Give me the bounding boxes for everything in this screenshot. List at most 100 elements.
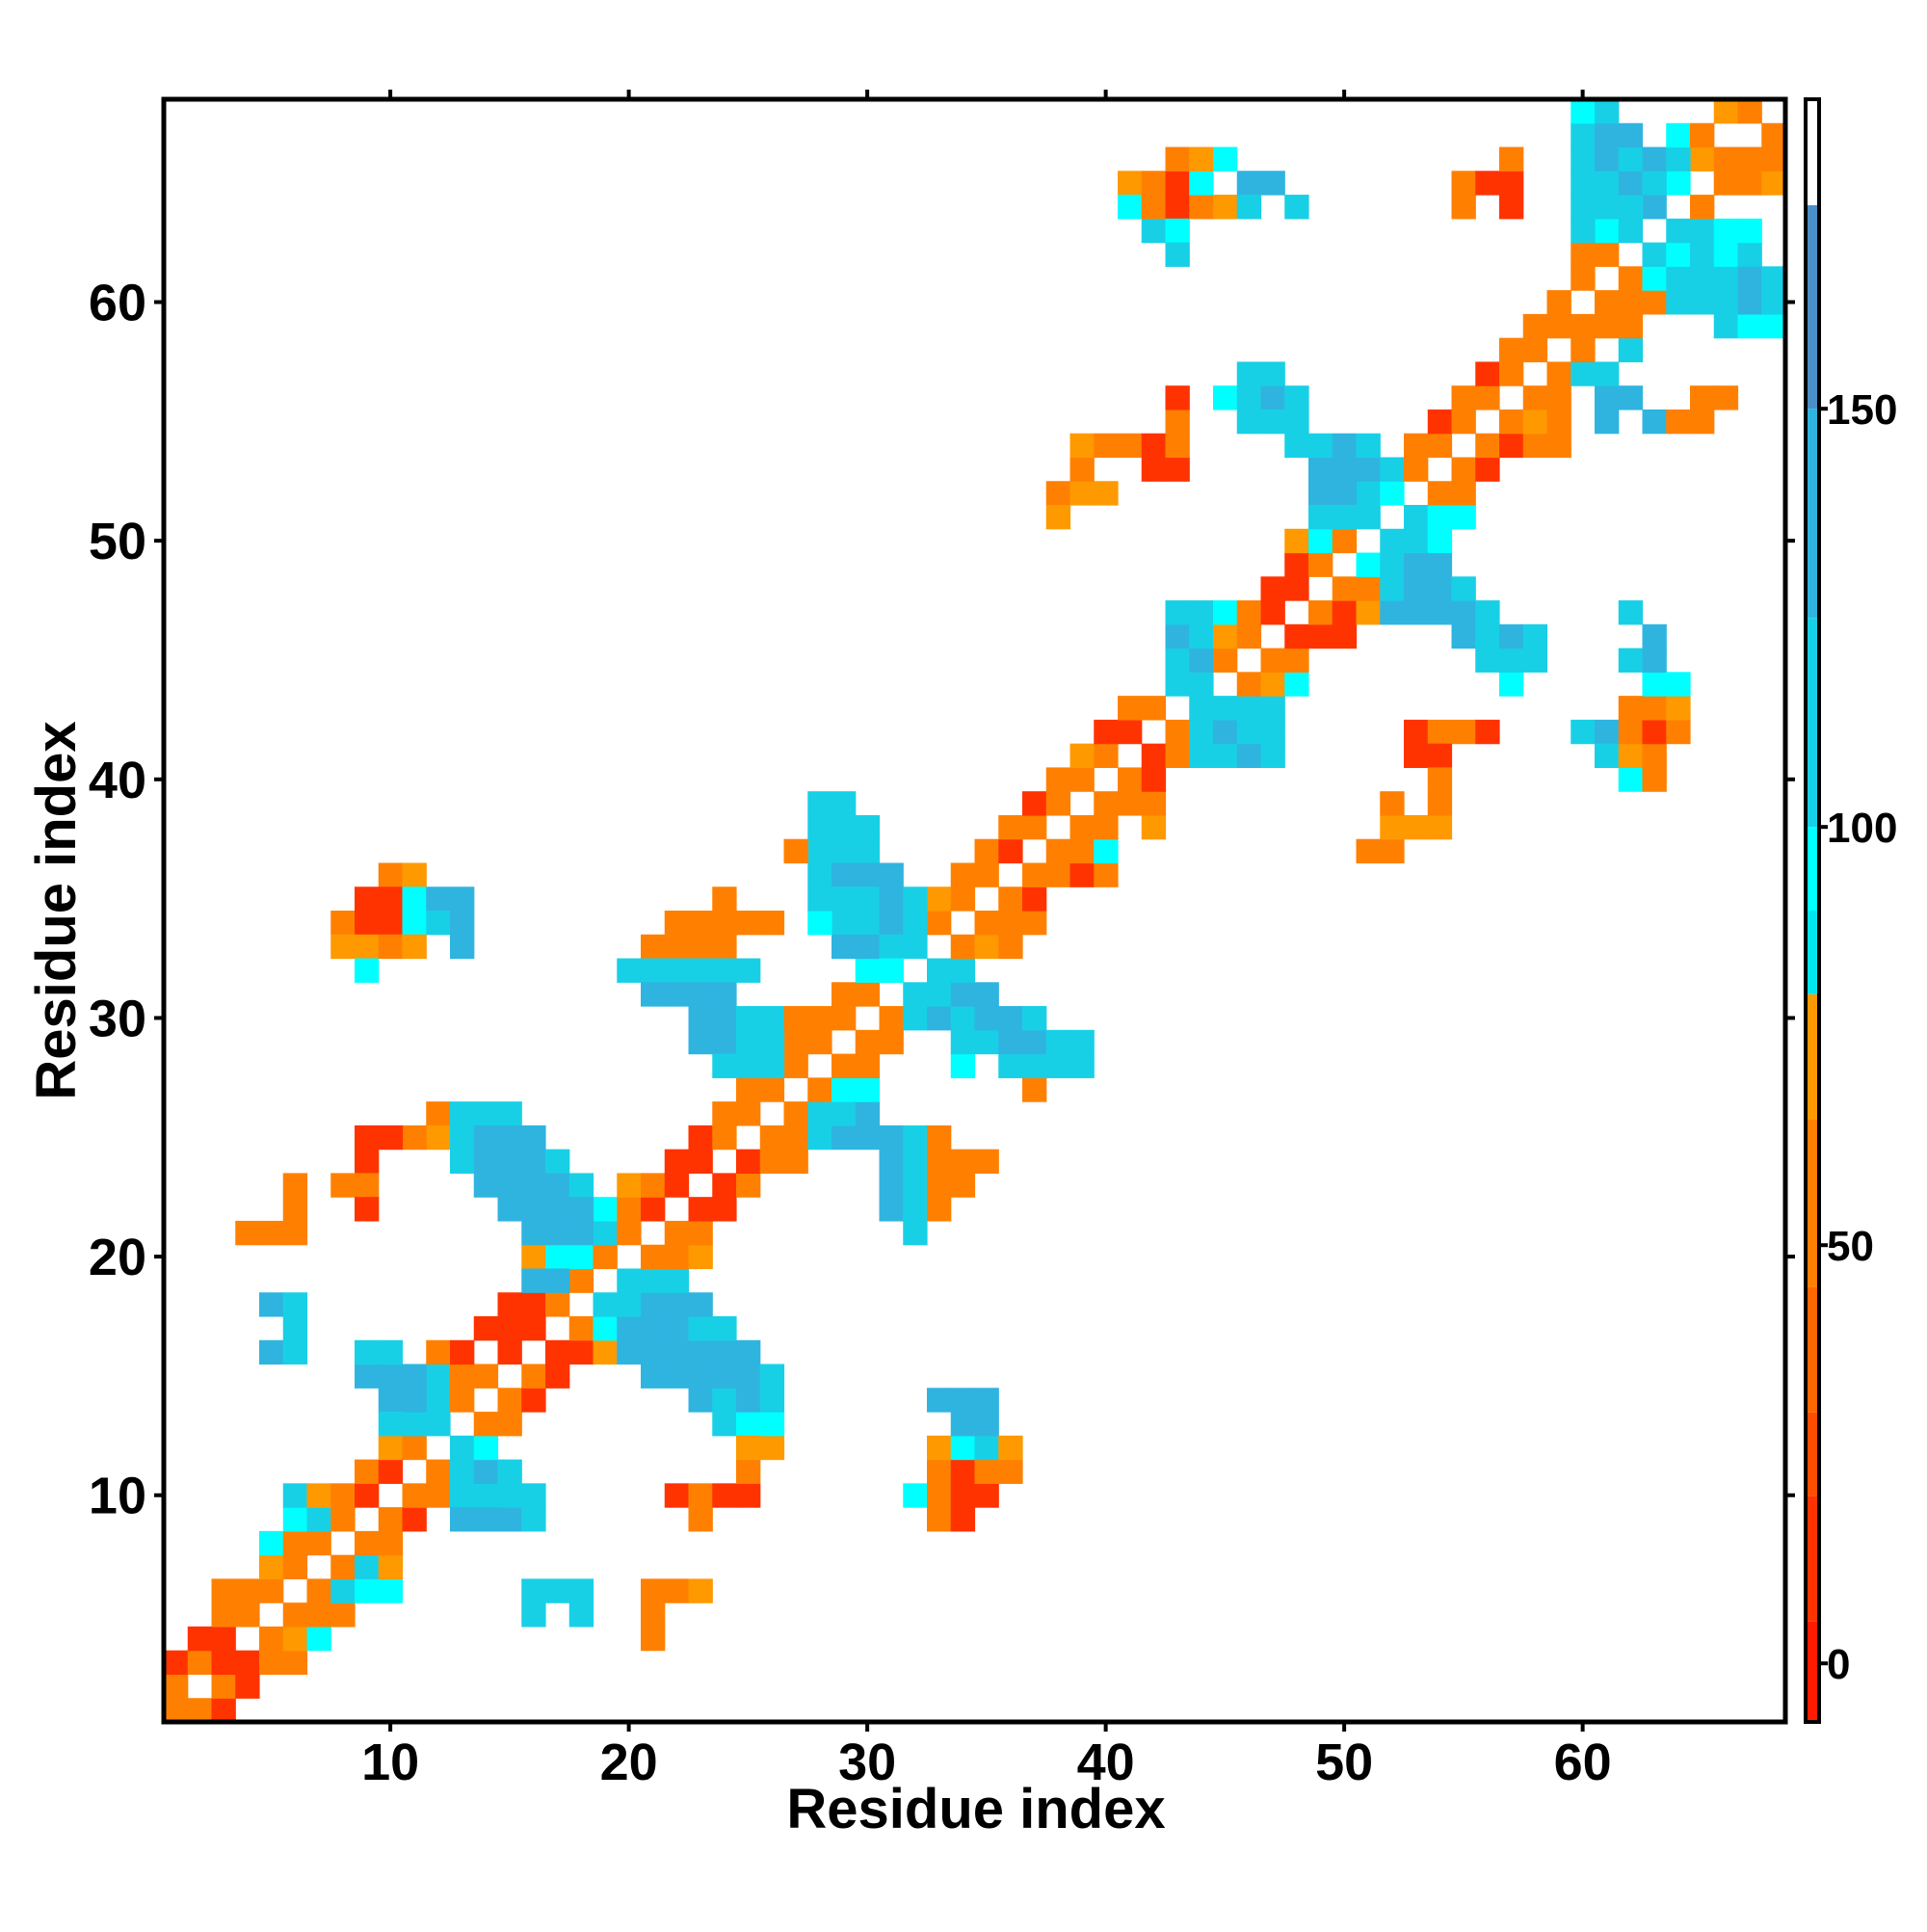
- heatmap-cell: [1069, 862, 1095, 887]
- heatmap-cell: [1380, 552, 1405, 577]
- heatmap-cell: [1618, 337, 1644, 363]
- heatmap-cell: [355, 1483, 380, 1508]
- heatmap-cell: [1571, 337, 1596, 363]
- y-tick-label: 50: [89, 513, 146, 570]
- heatmap-cell: [402, 862, 427, 887]
- heatmap-cell: [1595, 146, 1620, 172]
- heatmap-cell: [1022, 791, 1047, 816]
- heatmap-cell: [688, 1339, 713, 1365]
- heatmap-cell: [998, 887, 1023, 912]
- heatmap-cell: [736, 1173, 761, 1198]
- heatmap-cell: [1618, 218, 1644, 244]
- heatmap-cell: [832, 791, 857, 816]
- heatmap-cell: [1380, 528, 1405, 554]
- heatmap-cell: [521, 1125, 546, 1151]
- heatmap-cell: [1404, 719, 1429, 745]
- heatmap-cell: [1118, 171, 1143, 196]
- colorbar-segment: [1806, 199, 1819, 410]
- heatmap-cell: [807, 1077, 832, 1102]
- heatmap-cell: [903, 887, 928, 912]
- heatmap-cell: [1045, 1053, 1071, 1078]
- heatmap-cell: [1737, 146, 1762, 172]
- heatmap-cell: [1737, 218, 1762, 244]
- heatmap-cell: [402, 1483, 427, 1508]
- heatmap-cell: [1189, 195, 1214, 220]
- heatmap-cell: [783, 1149, 808, 1175]
- heatmap-cell: [950, 1483, 976, 1508]
- heatmap-cell: [450, 1363, 475, 1389]
- heatmap-cell: [1571, 122, 1596, 148]
- heatmap-cell: [1618, 767, 1644, 792]
- heatmap-cell: [1427, 767, 1453, 792]
- heatmap-cell: [1642, 743, 1667, 769]
- heatmap-cell: [235, 1650, 260, 1676]
- heatmap-cell: [1595, 719, 1620, 745]
- heatmap-cell: [1165, 457, 1190, 482]
- heatmap-cell: [879, 911, 904, 936]
- heatmap-cell: [521, 1578, 546, 1603]
- heatmap-cell: [1284, 623, 1309, 649]
- heatmap-cell: [450, 1435, 475, 1461]
- heatmap-cell: [1045, 862, 1071, 887]
- heatmap-cell: [282, 1507, 308, 1532]
- colorbar-segment: [1806, 1495, 1819, 1622]
- heatmap-cell: [1618, 600, 1644, 625]
- heatmap-cell: [473, 1459, 499, 1484]
- heatmap-cell: [402, 1363, 427, 1389]
- heatmap-cell: [1165, 719, 1190, 745]
- heatmap-cell: [378, 1435, 404, 1461]
- heatmap-cell: [402, 1507, 427, 1532]
- heatmap-cell: [355, 1554, 380, 1580]
- heatmap-cell: [1404, 743, 1429, 769]
- heatmap-cell: [1690, 195, 1715, 220]
- heatmap-cell: [1642, 648, 1667, 673]
- heatmap-cell: [259, 1220, 284, 1246]
- heatmap-cell: [688, 1363, 713, 1389]
- heatmap-cell: [1595, 385, 1620, 410]
- heatmap-cell: [1404, 576, 1429, 601]
- heatmap-cell: [1595, 409, 1620, 435]
- heatmap-cell: [473, 1125, 499, 1151]
- heatmap-cell: [759, 1388, 785, 1413]
- heatmap-cell: [1284, 195, 1309, 220]
- heatmap-cell: [497, 1173, 522, 1198]
- heatmap-cell: [950, 934, 976, 960]
- heatmap-cell: [282, 1650, 308, 1676]
- heatmap-cell: [1546, 385, 1571, 410]
- heatmap-cell: [950, 1006, 976, 1031]
- heatmap-cell: [1642, 146, 1667, 172]
- heatmap-cell: [855, 1053, 881, 1078]
- heatmap-cell: [1737, 99, 1762, 124]
- heatmap-cell: [1761, 171, 1786, 196]
- heatmap-cell: [974, 934, 999, 960]
- heatmap-cell: [1284, 672, 1309, 697]
- heatmap-cell: [1666, 290, 1691, 315]
- heatmap-cell: [545, 1363, 570, 1389]
- heatmap-cell: [712, 1101, 737, 1126]
- heatmap-cell: [1571, 266, 1596, 291]
- heatmap-cell: [1260, 672, 1285, 697]
- heatmap-cell: [1451, 409, 1476, 435]
- y-tick-label: 60: [89, 275, 146, 332]
- heatmap-cell: [688, 1125, 713, 1151]
- heatmap-cell: [306, 1578, 331, 1603]
- heatmap-cell: [402, 1125, 427, 1151]
- heatmap-cell: [950, 887, 976, 912]
- heatmap-cell: [1761, 146, 1786, 172]
- heatmap-cell: [1451, 481, 1476, 506]
- heatmap-cell: [1094, 433, 1119, 459]
- heatmap-cell: [1045, 767, 1071, 792]
- heatmap-cell: [832, 934, 857, 960]
- heatmap-cell: [521, 1292, 546, 1317]
- heatmap-cell: [807, 1029, 832, 1055]
- x-tick-label: 20: [600, 1734, 658, 1791]
- heatmap-cell: [712, 887, 737, 912]
- heatmap-cell: [1236, 696, 1262, 721]
- heatmap-cell: [450, 1507, 475, 1532]
- heatmap-cell: [1713, 242, 1739, 267]
- heatmap-cell: [1642, 242, 1667, 267]
- colorbar-border: [1804, 97, 1821, 1724]
- heatmap-cell: [1069, 481, 1095, 506]
- heatmap-cell: [1308, 505, 1333, 530]
